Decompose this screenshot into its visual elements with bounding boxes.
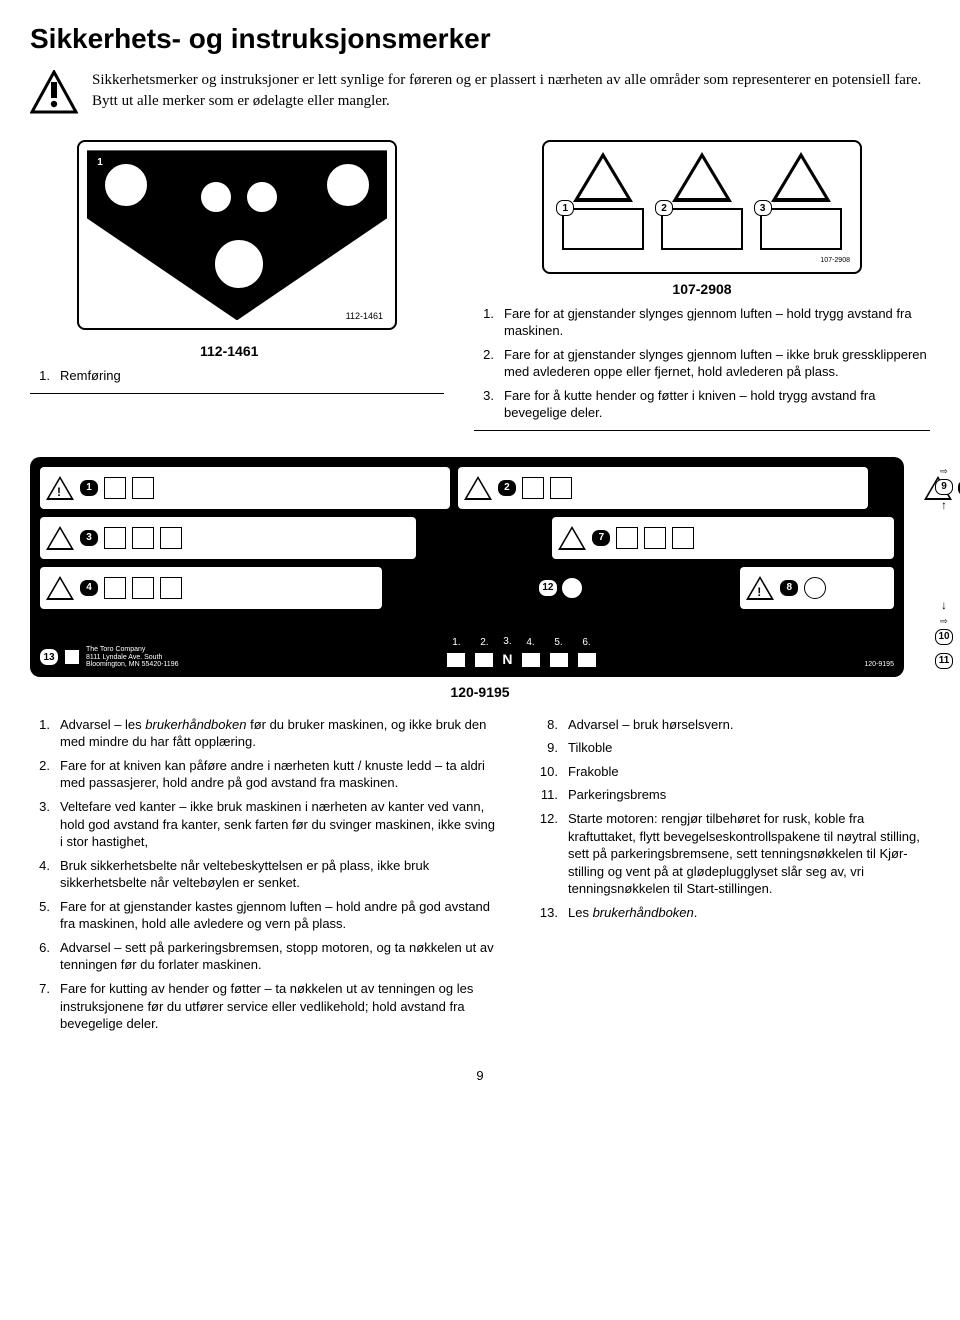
pictogram-icon bbox=[644, 527, 666, 549]
pictogram-icon bbox=[104, 477, 126, 499]
pictogram-icon bbox=[550, 477, 572, 499]
legend-9: Tilkoble bbox=[568, 739, 612, 757]
belt-decal-column: 1 112-1461 112-1461 1.Remføring bbox=[30, 140, 444, 439]
legend-3: Veltefare ved kanter – ikke bruk maskine… bbox=[60, 798, 498, 851]
pictogram-icon bbox=[561, 577, 583, 599]
arrow-down-icon: ↓ bbox=[941, 597, 947, 613]
warning-decal-part: 107-2908 bbox=[474, 280, 930, 299]
belt-decal-legend: 1.Remføring bbox=[30, 367, 444, 385]
warn-legend-2: Fare for at gjenstander slynges gjennom … bbox=[504, 346, 930, 381]
pictogram-icon bbox=[521, 652, 541, 668]
ear-protection-icon bbox=[804, 577, 826, 599]
pictogram-icon bbox=[160, 577, 182, 599]
hazard-triangle-icon bbox=[771, 152, 831, 202]
pictogram-icon bbox=[549, 652, 569, 668]
warning-triangle-icon bbox=[30, 70, 78, 119]
decal-cell-8: 8 bbox=[740, 567, 894, 609]
legend-1: Advarsel – les brukerhåndboken før du br… bbox=[60, 716, 498, 751]
hazard-triangle-icon bbox=[672, 152, 732, 202]
belt-decal-part-small: 112-1461 bbox=[344, 310, 385, 322]
warning-decal-legend: 1.Fare for at gjenstander slynges gjenno… bbox=[474, 305, 930, 422]
legend-13: Les brukerhåndboken. bbox=[568, 904, 697, 922]
decal-cell-3: 3 bbox=[40, 517, 416, 559]
legend-5: Fare for at gjenstander kastes gjennom l… bbox=[60, 898, 498, 933]
legend-10: Frakoble bbox=[568, 763, 619, 781]
pictogram-icon bbox=[446, 652, 466, 668]
step-num: 1. bbox=[452, 636, 460, 650]
arrow-up-icon: ↑ bbox=[941, 497, 947, 513]
hazard-icon bbox=[464, 476, 492, 500]
pictogram-icon bbox=[104, 577, 126, 599]
belt-decal-part: 112-1461 bbox=[200, 342, 258, 361]
pictogram-icon bbox=[104, 527, 126, 549]
warning-decal-column: 1 2 3 107-2908 107-2908 1.Fare for at gj… bbox=[474, 140, 930, 439]
start-sequence: 1. 2. 3.N 4. 5. 6. bbox=[446, 635, 596, 669]
hazard-icon bbox=[46, 576, 74, 600]
hazard-box-1: 1 bbox=[562, 208, 644, 250]
pictogram-icon bbox=[672, 527, 694, 549]
step-num: 6. bbox=[582, 636, 590, 650]
pictogram-icon bbox=[577, 652, 597, 668]
main-legend: 1.Advarsel – les brukerhåndboken før du … bbox=[30, 716, 930, 1039]
intro-block: Sikkerhetsmerker og instruksjoner er let… bbox=[30, 70, 930, 119]
side-callouts: ⇨ 9 ↑ ↓ ⇨ 10 11 bbox=[934, 465, 954, 669]
main-decal-panel: 1 2 5 6 3 bbox=[30, 457, 904, 677]
arrow-icon: ⇨ bbox=[940, 465, 948, 477]
legend-4: Bruk sikkerhetsbelte når veltebeskyttels… bbox=[60, 857, 498, 892]
pictogram-icon bbox=[132, 477, 154, 499]
neutral-icon: N bbox=[502, 650, 512, 669]
decal-cell-2: 2 bbox=[458, 467, 868, 509]
decal-row-top: 1 112-1461 112-1461 1.Remføring bbox=[30, 140, 930, 439]
hazard-icon bbox=[558, 526, 586, 550]
hazard-triangle-icon bbox=[573, 152, 633, 202]
decal-cell-1: 1 bbox=[40, 467, 450, 509]
page-number: 9 bbox=[30, 1067, 930, 1085]
hazard-box-2: 2 bbox=[661, 208, 743, 250]
pictogram-icon bbox=[132, 527, 154, 549]
belt-decal-panel: 1 112-1461 bbox=[77, 140, 397, 330]
pictogram-icon bbox=[132, 577, 154, 599]
warning-icon bbox=[746, 576, 774, 600]
belt-legend-1: Remføring bbox=[60, 367, 121, 385]
warn-legend-3: Fare for å kutte hender og føtter i kniv… bbox=[504, 387, 930, 422]
legend-6: Advarsel – sett på parkeringsbremsen, st… bbox=[60, 939, 498, 974]
legend-7: Fare for kutting av hender og føtter – t… bbox=[60, 980, 498, 1033]
decal-cell-4: 4 bbox=[40, 567, 382, 609]
decal-cell-7: 7 bbox=[552, 517, 894, 559]
toro-address: The Toro Company 8111 Lyndale Ave. South… bbox=[86, 646, 178, 669]
pictogram-icon bbox=[474, 652, 494, 668]
legend-2: Fare for at kniven kan påføre andre i næ… bbox=[60, 757, 498, 792]
arrow-icon: ⇨ bbox=[940, 615, 948, 627]
step-num: 2. bbox=[480, 636, 488, 650]
warning-decal-part-small: 107-2908 bbox=[554, 256, 850, 265]
legend-11: Parkeringsbrems bbox=[568, 786, 666, 804]
step-num: 3. bbox=[503, 635, 511, 649]
callout-1: 1 bbox=[91, 155, 109, 171]
step-num: 4. bbox=[526, 636, 534, 650]
hazard-box-3: 3 bbox=[760, 208, 842, 250]
main-decal-part-small: 120-9195 bbox=[864, 660, 894, 669]
legend-8: Advarsel – bruk hørselsvern. bbox=[568, 716, 733, 734]
warning-icon bbox=[46, 476, 74, 500]
warning-decal-panel: 1 2 3 107-2908 bbox=[542, 140, 862, 273]
manual-icon bbox=[64, 649, 80, 665]
warn-legend-1: Fare for at gjenstander slynges gjennom … bbox=[504, 305, 930, 340]
pictogram-icon bbox=[522, 477, 544, 499]
separator bbox=[30, 393, 444, 394]
step-num: 5. bbox=[554, 636, 562, 650]
separator bbox=[474, 430, 930, 431]
pictogram-icon bbox=[160, 527, 182, 549]
intro-text: Sikkerhetsmerker og instruksjoner er let… bbox=[92, 70, 930, 119]
page-title: Sikkerhets- og instruksjonsmerker bbox=[30, 20, 930, 58]
hazard-icon bbox=[46, 526, 74, 550]
legend-12: Starte motoren: rengjør tilbehøret for r… bbox=[568, 810, 930, 898]
pictogram-icon bbox=[616, 527, 638, 549]
main-decal-part: 120-9195 bbox=[30, 683, 930, 702]
